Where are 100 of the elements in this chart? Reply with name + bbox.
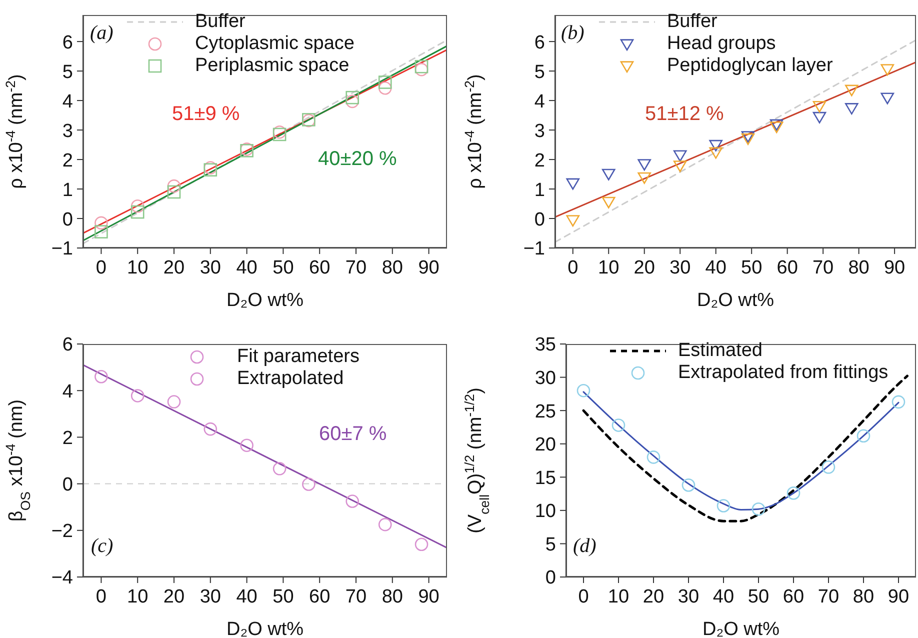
- x-tick-label: 30: [200, 586, 221, 608]
- y-tick-label: 5: [534, 62, 545, 83]
- x-tick-label: 30: [200, 257, 221, 278]
- point: [812, 100, 826, 112]
- x-tick-label: 40: [236, 257, 258, 278]
- x-tick-label: 80: [848, 257, 870, 278]
- point: [673, 160, 687, 172]
- y-tick-label: −1: [523, 238, 545, 260]
- x-tick-label: 0: [96, 257, 106, 278]
- x-tick-label: 10: [598, 257, 620, 278]
- y-tick-label: −2: [51, 521, 73, 542]
- point: [346, 90, 360, 104]
- x-tick-label: 0: [578, 586, 589, 608]
- x-tick-label: 90: [418, 586, 440, 608]
- point: [378, 81, 392, 95]
- x-tick-label: 0: [96, 586, 106, 608]
- y-tick-label: 25: [534, 401, 556, 422]
- point: [414, 62, 428, 76]
- x-tick-label: 90: [418, 257, 440, 278]
- y-tick-label: 2: [62, 428, 73, 449]
- y-tick-label: −1: [51, 238, 73, 260]
- y-tick-label: 0: [62, 209, 73, 230]
- annotation: (d): [573, 535, 596, 558]
- y-tick-label: 3: [534, 120, 545, 142]
- point: [130, 389, 144, 402]
- annotation: (b): [561, 22, 584, 45]
- x-tick-label: 60: [782, 586, 804, 608]
- legend-label: Periplasmic space: [195, 55, 350, 76]
- point: [566, 215, 580, 227]
- x-tick-label: 30: [670, 257, 691, 278]
- point: [602, 196, 616, 208]
- point: [240, 438, 254, 452]
- x-tick-label: 40: [712, 586, 734, 608]
- point: [716, 499, 730, 512]
- x-tick-label: 40: [236, 586, 258, 608]
- y-tick-label: 5: [545, 534, 556, 556]
- x-tick-label: 10: [127, 257, 148, 278]
- point: [638, 159, 652, 171]
- x-tick-label: 10: [608, 586, 630, 608]
- point: [612, 418, 626, 432]
- point: [770, 122, 784, 134]
- y-tick-label: 6: [62, 32, 73, 54]
- x-axis-title: D₂O wt%: [696, 290, 774, 311]
- legend-label: Peptidoglycan layer: [667, 55, 833, 76]
- annotation: 51±9 %: [172, 103, 240, 126]
- point: [346, 494, 360, 508]
- point: [378, 76, 392, 89]
- x-axis-title: D₂O wt%: [226, 619, 304, 638]
- legend-label: Head groups: [667, 33, 776, 54]
- y-tick-label: 3: [62, 120, 73, 142]
- point: [602, 168, 616, 180]
- x-tick-label: 80: [852, 586, 874, 608]
- point: [880, 92, 894, 104]
- legend-label: Fit parameters: [237, 346, 360, 367]
- x-tick-label: 60: [309, 586, 330, 608]
- y-tick-label: 6: [62, 334, 73, 356]
- y-tick-label: 4: [62, 381, 74, 402]
- point: [272, 125, 286, 139]
- annotation: (c): [91, 535, 114, 558]
- point: [414, 538, 428, 552]
- legend-label: Estimated: [678, 340, 762, 361]
- point: [576, 384, 590, 398]
- x-tick-label: 40: [705, 257, 726, 278]
- point: [845, 84, 858, 96]
- y-tick-label: 1: [534, 180, 545, 201]
- x-tick-label: 70: [812, 257, 834, 278]
- x-tick-label: 50: [741, 257, 762, 278]
- point: [812, 112, 826, 124]
- y-tick-label: 0: [62, 474, 73, 496]
- point: [892, 395, 906, 409]
- point: [167, 395, 181, 408]
- y-tick-label: 10: [534, 501, 556, 522]
- point: [272, 128, 286, 142]
- x-tick-label: 70: [345, 586, 367, 608]
- point: [709, 140, 722, 152]
- point: [167, 179, 181, 193]
- point: [302, 478, 316, 491]
- y-tick-label: 4: [62, 91, 74, 112]
- y-tick-label: 35: [534, 334, 556, 356]
- point: [856, 429, 870, 443]
- x-tick-label: 20: [163, 586, 185, 608]
- x-tick-label: 80: [382, 257, 403, 278]
- y-tick-label: 1: [62, 180, 73, 201]
- point: [272, 462, 286, 476]
- y-tick-label: 0: [534, 209, 545, 230]
- x-tick-label: 50: [748, 586, 770, 608]
- point: [204, 422, 218, 436]
- point: [646, 450, 660, 464]
- x-tick-label: 70: [345, 257, 367, 278]
- x-tick-label: 20: [634, 257, 655, 278]
- y-tick-label: 2: [62, 150, 73, 172]
- x-axis-title: D₂O wt%: [226, 290, 304, 311]
- y-tick-label: −4: [51, 568, 74, 589]
- x-tick-label: 60: [776, 257, 798, 278]
- legend-label: Cytoplasmic space: [195, 33, 354, 54]
- point: [167, 185, 181, 199]
- legend-label: Extrapolated: [237, 368, 344, 389]
- x-tick-label: 50: [272, 586, 294, 608]
- point: [94, 370, 108, 384]
- annotation: 51±12 %: [645, 103, 724, 126]
